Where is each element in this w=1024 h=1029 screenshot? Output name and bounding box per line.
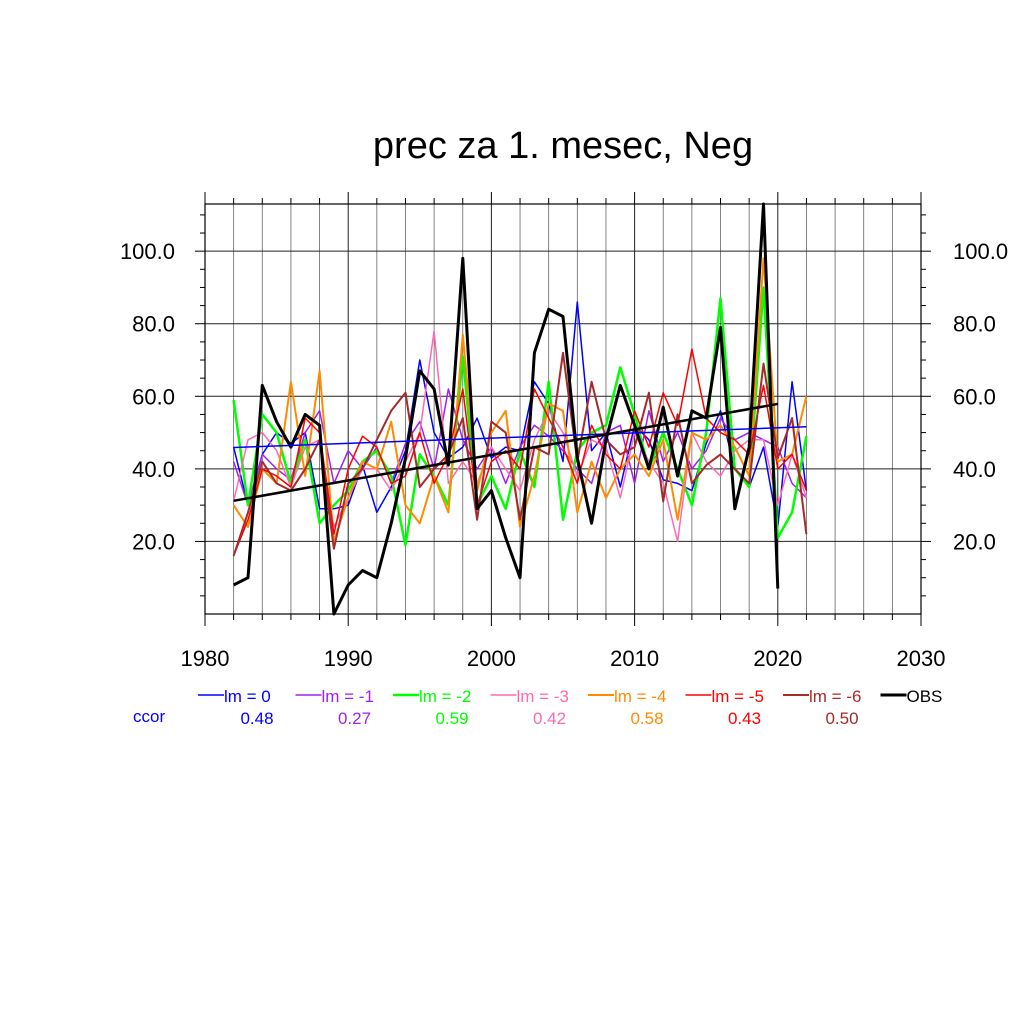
y-tick-label-left: 60.0 [132,384,175,409]
y-tick-label-left: 20.0 [132,529,175,554]
series-line-7 [232,202,780,616]
y-tick-label-left: 40.0 [132,457,175,482]
y-tick-label-left: 80.0 [132,312,175,337]
y-tick-label-right: 80.0 [953,312,996,337]
grid [205,204,921,614]
legend: lm = 0 0.48 lm = -1 0.27 lm = -2 0.59 lm = -3 0… [133,687,942,728]
legend-label-0: lm = 0 [224,687,271,706]
x-tick-label: 2010 [610,646,659,671]
ccor-label: ccor [133,707,165,726]
legend-label-3: lm = -3 [517,687,569,706]
legend-label-6: lm = -6 [809,687,861,706]
legend-label-4: lm = -4 [614,687,666,706]
chart-title: prec za 1. mesec, Neg [373,125,753,167]
ccor-value-3: 0.42 [533,709,566,728]
series-line-5 [232,348,808,557]
trend-line-1 [233,402,779,503]
legend-label-5: lm = -5 [712,687,764,706]
ccor-value-2: 0.59 [435,709,468,728]
y-tick-label-right: 60.0 [953,384,996,409]
y-tick-label-right: 20.0 [953,529,996,554]
x-tick-label: 1980 [181,646,230,671]
series-line-1 [232,388,807,506]
x-tick-label: 2020 [753,646,802,671]
ccor-value-6: 0.50 [825,709,858,728]
series-lines [232,202,808,616]
plot-frame [204,203,922,615]
x-tick-label: 2000 [467,646,516,671]
x-tick-label: 1990 [324,646,373,671]
y-tick-label-right: 40.0 [953,457,996,482]
ccor-value-0: 0.48 [240,709,273,728]
y-tick-label-right: 100.0 [953,239,1008,264]
legend-label-7: OBS [907,687,943,706]
x-tick-label: 2030 [897,646,946,671]
trend-line-0 [233,426,807,449]
legend-label-2: lm = -2 [419,687,471,706]
ccor-value-1: 0.27 [338,709,371,728]
plot-border [204,203,922,615]
legend-label-1: lm = -1 [322,687,374,706]
ccor-value-4: 0.58 [630,709,663,728]
ccor-value-5: 0.43 [728,709,761,728]
y-tick-label-left: 100.0 [120,239,175,264]
axis-ticks: 1980 1990 2000 2010 2020 2030 20.0 20.0 40.0 40.0… [120,192,1008,671]
series-line-6 [232,351,808,557]
